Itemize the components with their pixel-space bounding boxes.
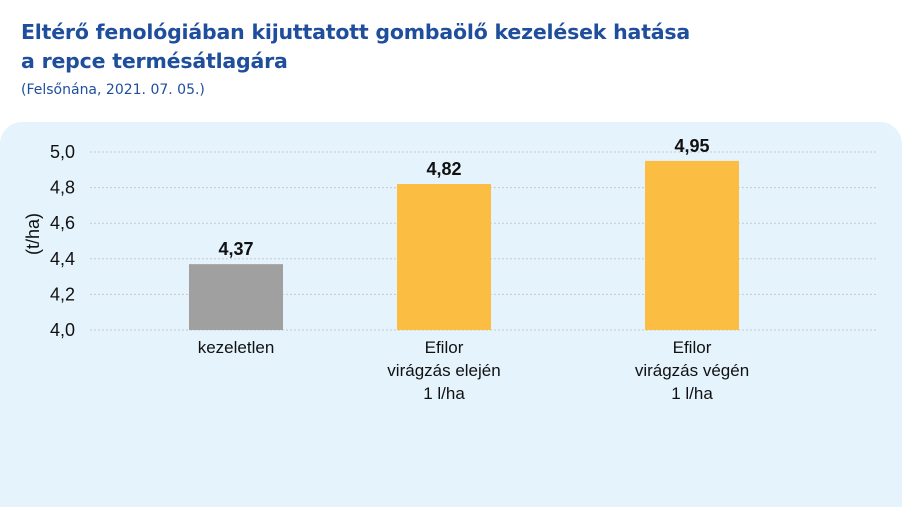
chart-subtitle: (Felsőnána, 2021. 07. 05.) xyxy=(21,82,205,98)
bar xyxy=(397,184,491,330)
chart-title-line-1: Eltérő fenológiában kijuttatott gombaölő… xyxy=(21,20,691,44)
x-category-label: 1 l/ha xyxy=(423,384,465,403)
chart-title-line-2: a repce termésátlagára xyxy=(21,49,288,73)
x-category-label: 1 l/ha xyxy=(671,384,713,403)
y-tick-label: 4,2 xyxy=(50,284,75,304)
y-tick-label: 4,4 xyxy=(50,249,75,269)
x-category-label: virágzás elején xyxy=(387,361,500,380)
x-category-label: Efilor xyxy=(425,338,464,357)
bar-chart: 4,0 4,2 4,4 4,6 4,8 5,0 (t/ha) 4,37 kezeletlen 4,… xyxy=(23,136,878,403)
x-category-label: virágzás végén xyxy=(635,361,749,380)
y-tick-label: 4,0 xyxy=(50,320,75,340)
y-axis-label: (t/ha) xyxy=(23,213,43,255)
y-tick-label: 4,8 xyxy=(50,178,75,198)
bar-value-label: 4,95 xyxy=(674,136,709,156)
bar xyxy=(645,160,739,330)
x-category-label: Efilor xyxy=(673,338,712,357)
bar-value-label: 4,37 xyxy=(218,239,253,259)
y-tick-label: 4,6 xyxy=(50,213,75,233)
x-category-label: kezeletlen xyxy=(198,338,275,357)
y-tick-label: 5,0 xyxy=(50,142,75,162)
chart-title: Eltérő fenológiában kijuttatott gombaölő… xyxy=(21,18,690,76)
chart-panel: 4,0 4,2 4,4 4,6 4,8 5,0 (t/ha) 4,37 kezeletlen 4,… xyxy=(0,122,902,507)
bar xyxy=(189,264,283,330)
bar-value-label: 4,82 xyxy=(426,159,461,179)
